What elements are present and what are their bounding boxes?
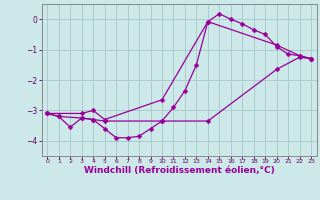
X-axis label: Windchill (Refroidissement éolien,°C): Windchill (Refroidissement éolien,°C) [84, 166, 275, 175]
